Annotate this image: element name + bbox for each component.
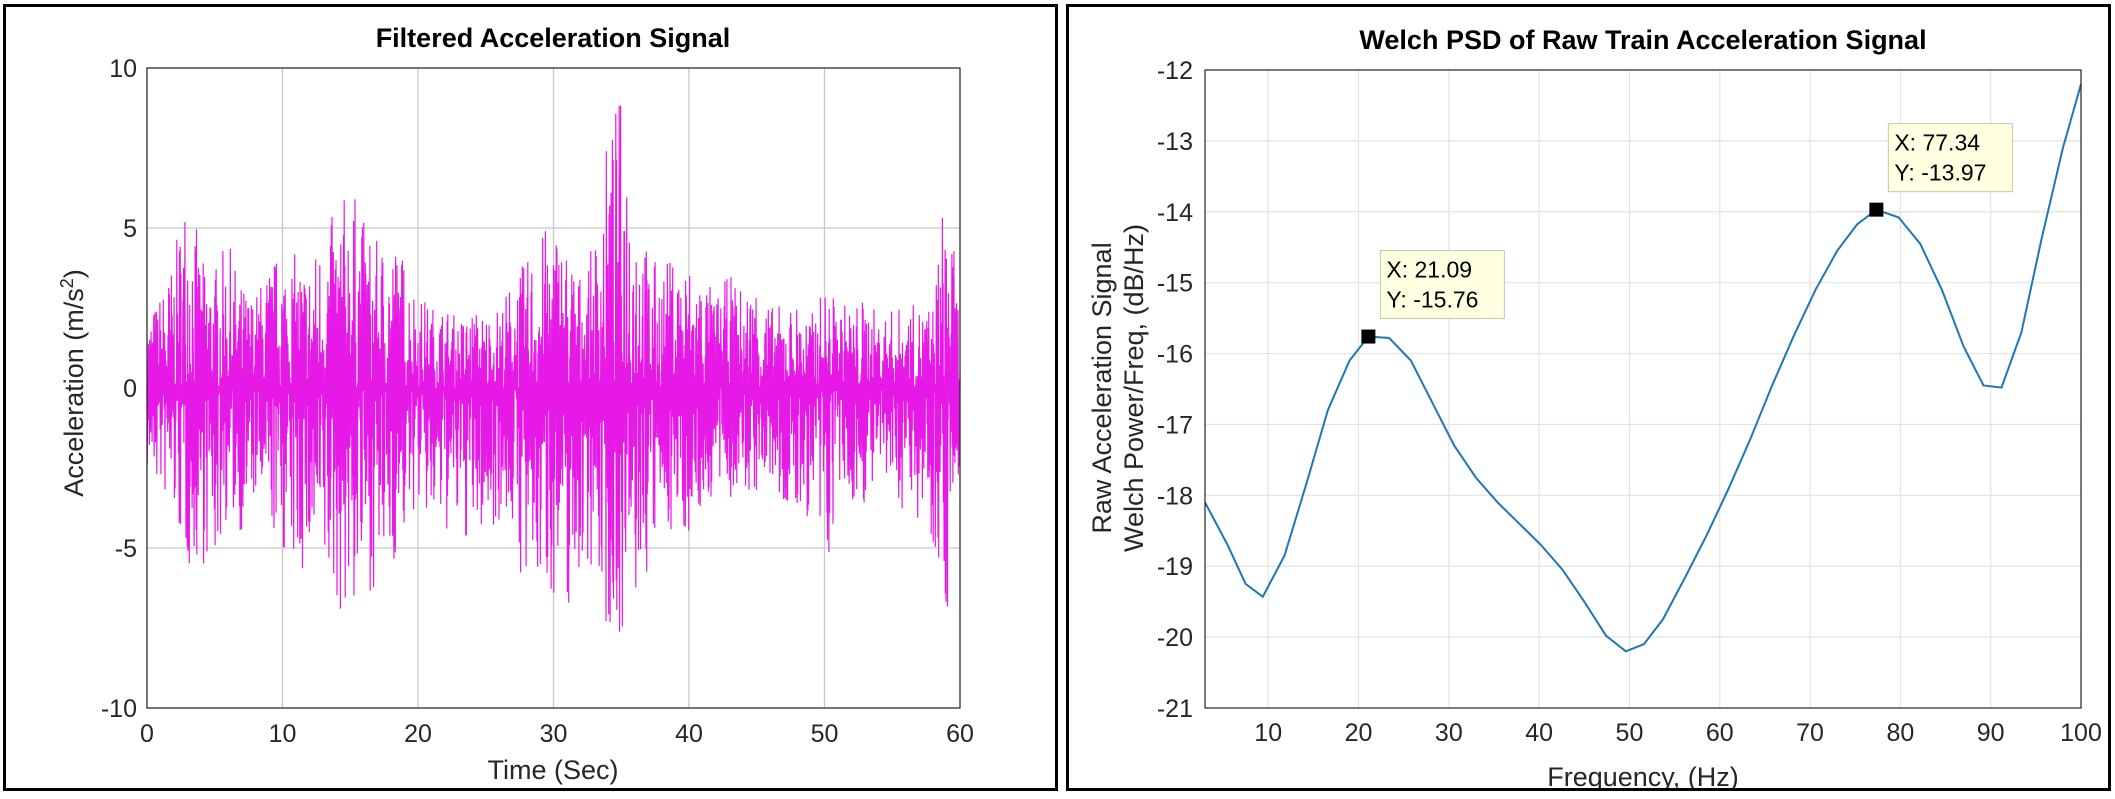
x-tick-label: 70 [1796,719,1824,747]
y-tick-labels: -10 -5 0 5 10 [101,55,137,723]
y-tick-label: -18 [1157,482,1193,510]
filtered-acceleration-chart: 0 10 20 30 40 50 60 -10 -5 0 5 10 Filtered Acceler… [57,23,974,785]
y-axis-label-line2: Welch Power/Freq, (dB/Hz) [1119,224,1149,552]
y-tick-label: 0 [123,375,137,403]
data-tip-box [1887,123,2013,193]
x-tick-labels: 10 20 30 40 50 60 70 80 90 100 [1254,719,2102,747]
y-tick-label: 10 [109,55,137,83]
chart-title: Filtered Acceleration Signal [376,23,731,53]
x-axis-label: Frequency, (Hz) [1547,762,1739,788]
y-tick-label: -17 [1157,411,1193,439]
x-axis-label: Time (Sec) [487,755,618,785]
y-axis-label-end: ) [59,269,89,278]
y-axis-label-sup: 2 [57,278,77,288]
y-axis-label-line1: Raw Acceleration Signal [1087,242,1117,533]
x-tick-label: 60 [946,720,974,748]
data-tips: X: 21.09 Y: -15.76 X: 77.34 Y: -13.97 [1361,123,2013,344]
right-chart-panel: 10 20 30 40 50 60 70 80 90 100 -21 -20 -19 -18 -17 -16… [1066,4,2111,791]
y-tick-label: -12 [1157,57,1193,85]
y-tick-label: -13 [1157,128,1193,156]
left-chart-panel: 0 10 20 30 40 50 60 -10 -5 0 5 10 Filtered Acceler… [3,4,1058,791]
y-tick-label: -10 [101,695,137,723]
y-tick-label: -21 [1157,695,1193,723]
data-tip-y-label: Y: -13.97 [1894,160,1986,186]
axes-box [1204,69,2082,709]
data-tip-y-label: Y: -15.76 [1386,287,1478,313]
y-tick-label: -16 [1157,341,1193,369]
data-tip-marker[interactable] [1869,202,1884,217]
data-tip-box [1379,250,1505,320]
x-tick-label: 40 [675,720,703,748]
data-tip-x-label: X: 21.09 [1386,257,1472,283]
psd-line [1204,83,2082,653]
x-tick-label: 10 [1254,719,1282,747]
x-tick-label: 40 [1525,719,1553,747]
data-tip-x-label: X: 77.34 [1894,130,1980,156]
y-axis-label-main: Acceleration (m/s [59,288,89,497]
y-tick-label: -19 [1157,553,1193,581]
x-tick-label: 20 [1345,719,1373,747]
x-tick-label: 20 [404,720,432,748]
y-tick-label: -14 [1157,199,1193,227]
acceleration-signal-line [146,105,961,632]
x-tick-labels: 0 10 20 30 40 50 60 [140,720,974,748]
x-tick-label: 90 [1977,719,2005,747]
y-tick-label: -20 [1157,624,1193,652]
x-tick-label: 10 [269,720,297,748]
axes-box [146,67,961,709]
y-tick-labels: -21 -20 -19 -18 -17 -16 -15 -14 -13 -12 [1157,57,1193,723]
x-tick-label: 50 [1616,719,1644,747]
chart-title: Welch PSD of Raw Train Acceleration Sign… [1359,25,1926,55]
x-tick-label: 60 [1706,719,1734,747]
x-tick-label: 100 [2060,719,2102,747]
x-tick-label: 30 [1435,719,1463,747]
x-tick-label: 80 [1886,719,1914,747]
x-tick-label: 30 [540,720,568,748]
data-tip[interactable]: X: 77.34 Y: -13.97 [1869,123,2013,217]
y-tick-label: 5 [123,215,137,243]
y-tick-label: -15 [1157,270,1193,298]
data-tip-marker[interactable] [1361,329,1376,344]
welch-psd-chart: 10 20 30 40 50 60 70 80 90 100 -21 -20 -19 -18 -17 -16… [1087,25,2102,788]
data-tip[interactable]: X: 21.09 Y: -15.76 [1361,250,1505,344]
y-tick-label: -5 [115,535,137,563]
x-tick-label: 0 [140,720,154,748]
x-tick-label: 50 [811,720,839,748]
y-axis-label: Acceleration (m/s2) [57,269,89,497]
